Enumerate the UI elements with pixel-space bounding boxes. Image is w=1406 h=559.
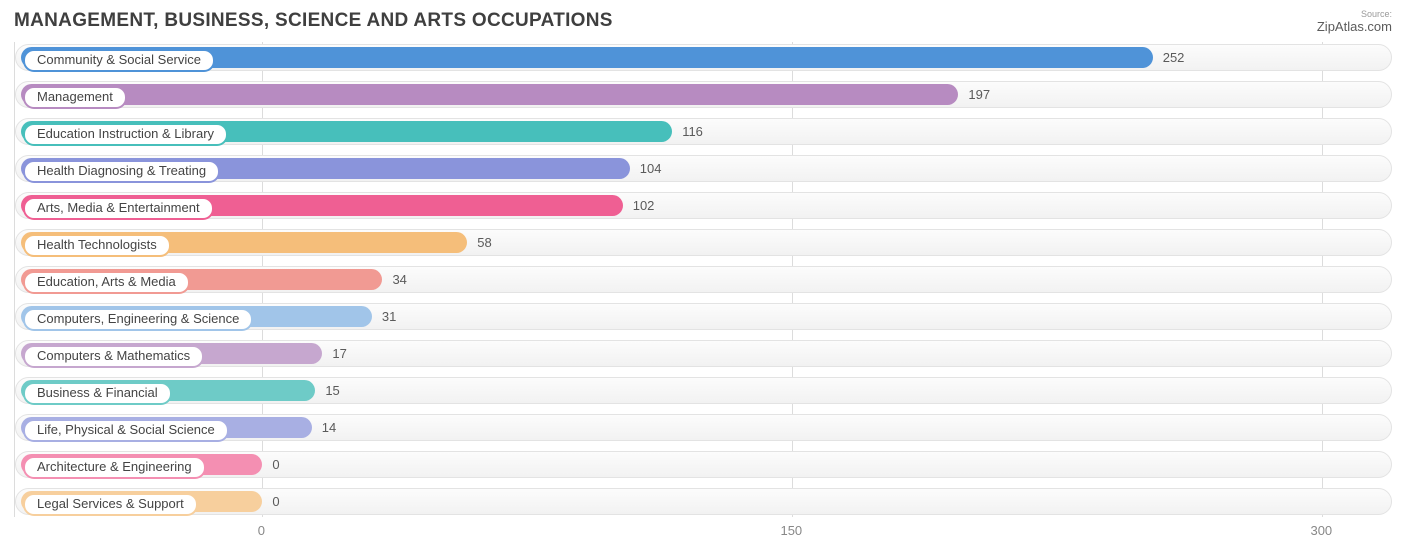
bar-row: Health Diagnosing & Treating 104 bbox=[15, 153, 1392, 184]
bar-label-pill: Architecture & Engineering bbox=[23, 456, 206, 479]
bar-label-pill: Legal Services & Support bbox=[23, 493, 198, 516]
bar-row: Business & Financial 15 bbox=[15, 375, 1392, 406]
bar-row: Computers & Mathematics 17 bbox=[15, 338, 1392, 369]
bar-value: 15 bbox=[325, 383, 339, 398]
bar-value: 0 bbox=[272, 457, 279, 472]
bar-value: 197 bbox=[968, 87, 990, 102]
bar-fill bbox=[21, 84, 958, 105]
bar-row: Arts, Media & Entertainment 102 bbox=[15, 190, 1392, 221]
x-tick: 300 bbox=[1310, 523, 1332, 538]
bar-value: 14 bbox=[322, 420, 336, 435]
x-tick: 0 bbox=[258, 523, 265, 538]
bar-value: 31 bbox=[382, 309, 396, 324]
bar-label-pill: Education, Arts & Media bbox=[23, 271, 190, 294]
bar-value: 0 bbox=[272, 494, 279, 509]
bar-value: 116 bbox=[682, 124, 703, 139]
bar-row: Management 197 bbox=[15, 79, 1392, 110]
bar-row: Community & Social Service 252 bbox=[15, 42, 1392, 73]
bar-value: 252 bbox=[1163, 50, 1185, 65]
bar-label-pill: Community & Social Service bbox=[23, 49, 215, 72]
bar-row: Health Technologists 58 bbox=[15, 227, 1392, 258]
bar-row: Computers, Engineering & Science 31 bbox=[15, 301, 1392, 332]
bar-label-pill: Education Instruction & Library bbox=[23, 123, 228, 146]
bar-row: Education Instruction & Library 116 bbox=[15, 116, 1392, 147]
bar-label-pill: Arts, Media & Entertainment bbox=[23, 197, 214, 220]
bar-row: Legal Services & Support 0 bbox=[15, 486, 1392, 517]
bar-value: 34 bbox=[392, 272, 406, 287]
chart-title: MANAGEMENT, BUSINESS, SCIENCE AND ARTS O… bbox=[14, 10, 613, 32]
chart-header: MANAGEMENT, BUSINESS, SCIENCE AND ARTS O… bbox=[14, 10, 1392, 34]
x-tick: 150 bbox=[780, 523, 802, 538]
bar-row: Education, Arts & Media 34 bbox=[15, 264, 1392, 295]
bar-label-pill: Health Diagnosing & Treating bbox=[23, 160, 220, 183]
plot-region: Community & Social Service 252 Management 1… bbox=[14, 42, 1392, 517]
x-axis: 0 150 300 bbox=[14, 523, 1392, 543]
chart-source: Source: ZipAtlas.com bbox=[1317, 10, 1392, 34]
bar-value: 58 bbox=[477, 235, 491, 250]
bar-label-pill: Computers & Mathematics bbox=[23, 345, 204, 368]
bar-value: 17 bbox=[332, 346, 346, 361]
bar-row: Architecture & Engineering 0 bbox=[15, 449, 1392, 480]
bar-value: 104 bbox=[640, 161, 662, 176]
bar-label-pill: Management bbox=[23, 86, 127, 109]
bar-label-pill: Life, Physical & Social Science bbox=[23, 419, 229, 442]
bar-label-pill: Health Technologists bbox=[23, 234, 171, 257]
bar-value: 102 bbox=[633, 198, 655, 213]
chart-area: Community & Social Service 252 Management 1… bbox=[14, 42, 1392, 543]
bar-label-pill: Business & Financial bbox=[23, 382, 172, 405]
source-name: ZipAtlas.com bbox=[1317, 20, 1392, 34]
bar-label-pill: Computers, Engineering & Science bbox=[23, 308, 253, 331]
bar-row: Life, Physical & Social Science 14 bbox=[15, 412, 1392, 443]
